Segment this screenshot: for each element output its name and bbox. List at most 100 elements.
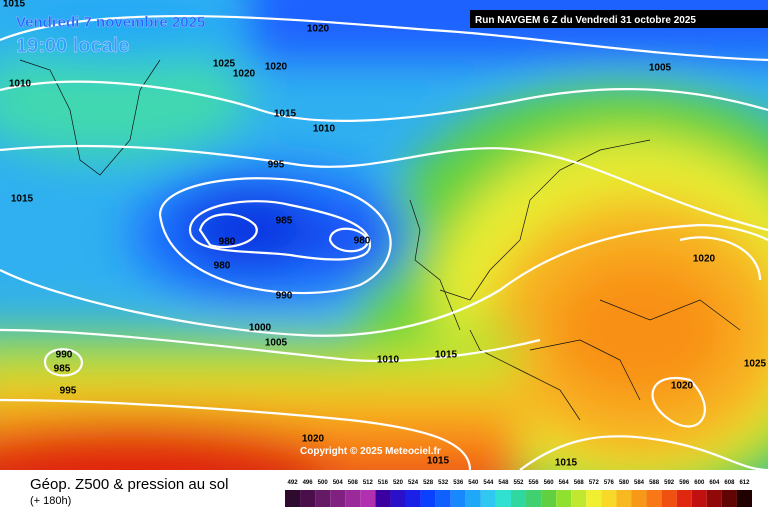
legend-value: 604 <box>709 480 720 486</box>
legend-value: 520 <box>393 480 404 486</box>
legend-value: 572 <box>589 480 600 486</box>
legend-swatch <box>571 490 587 507</box>
legend-value: 500 <box>318 480 329 486</box>
legend-value: 544 <box>483 480 494 486</box>
legend-title: Géop. Z500 & pression au sol <box>30 476 228 493</box>
isobar-label: 985 <box>54 364 71 375</box>
isobar-label: 1020 <box>302 434 325 445</box>
legend-swatch <box>405 490 421 507</box>
legend-swatch <box>420 490 436 507</box>
isobar-label: 1010 <box>377 355 400 366</box>
legend-swatch <box>495 490 511 507</box>
isobar-label: 1020 <box>671 381 694 392</box>
legend-value: 512 <box>363 480 374 486</box>
legend-swatch <box>315 490 331 507</box>
isobar-label: 1010 <box>313 124 336 135</box>
isobar-label: 995 <box>60 386 77 397</box>
run-info: Run NAVGEM 6 Z du Vendredi 31 octobre 20… <box>475 15 696 26</box>
isobar-label: 1020 <box>693 254 716 265</box>
legend-swatch <box>736 490 752 507</box>
isobar-label: 1015 <box>555 458 578 469</box>
legend-swatch <box>465 490 481 507</box>
legend-swatch <box>330 490 346 507</box>
isobar-label: 980 <box>214 261 231 272</box>
isobar-label: 1015 <box>435 350 458 361</box>
legend-swatch <box>631 490 647 507</box>
legend-swatch <box>375 490 391 507</box>
legend-swatch <box>556 490 572 507</box>
isobar-label: 990 <box>56 350 73 361</box>
isobar-label: 1015 <box>11 194 34 205</box>
legend-swatch <box>450 490 466 507</box>
legend-value: 600 <box>694 480 705 486</box>
isobar-label: 1020 <box>233 69 256 80</box>
legend-swatch <box>300 490 316 507</box>
isobar-label: 1005 <box>649 63 672 74</box>
legend-value: 548 <box>498 480 509 486</box>
forecast-date: Vendredi 7 novembre 2025 <box>16 14 205 31</box>
legend-swatch <box>285 490 301 507</box>
isobar-label: 1025 <box>744 359 767 370</box>
isobar-label: 1005 <box>265 338 288 349</box>
legend-swatch <box>510 490 527 507</box>
legend-value: 564 <box>559 480 570 486</box>
legend-swatch <box>541 490 557 507</box>
legend-value: 560 <box>544 480 555 486</box>
legend-value: 516 <box>378 480 389 486</box>
legend-value: 612 <box>739 480 750 486</box>
isobar-label: 995 <box>268 160 285 171</box>
legend-swatch <box>345 490 361 507</box>
isobar-label: 1010 <box>9 79 32 90</box>
legend-swatch <box>435 490 451 507</box>
isobar-label: 1025 <box>213 59 236 70</box>
legend-value: 596 <box>679 480 690 486</box>
legend-value: 588 <box>649 480 660 486</box>
copyright: Copyright © 2025 Meteociel.fr <box>300 446 441 457</box>
isobar-label: 985 <box>276 216 293 227</box>
legend-swatch <box>526 490 542 507</box>
legend-value: 556 <box>529 480 540 486</box>
legend-value: 528 <box>423 480 434 486</box>
isobar-label: 980 <box>219 237 236 248</box>
isobar-label: 1000 <box>249 323 272 334</box>
legend-swatch <box>601 490 617 507</box>
legend-value: 496 <box>303 480 314 486</box>
isobar-label: 1020 <box>307 24 330 35</box>
isobar-label: 980 <box>354 236 371 247</box>
legend-value: 580 <box>619 480 630 486</box>
legend-swatch <box>616 490 632 507</box>
legend-swatch <box>586 490 602 507</box>
legend-value: 492 <box>288 480 299 486</box>
isobar-label: 1015 <box>427 456 450 467</box>
forecast-time: 19:00 locale <box>16 35 129 57</box>
legend-value: 584 <box>634 480 645 486</box>
legend-value: 532 <box>438 480 449 486</box>
legend-swatch <box>691 490 707 507</box>
isobar-label: 990 <box>276 291 293 302</box>
legend-value: 576 <box>604 480 615 486</box>
legend-swatch <box>661 490 677 507</box>
legend-value: 540 <box>468 480 479 486</box>
legend-value: 536 <box>453 480 464 486</box>
legend-value: 568 <box>574 480 585 486</box>
legend-value: 524 <box>408 480 419 486</box>
legend-swatch <box>721 490 737 507</box>
legend-value: 592 <box>664 480 675 486</box>
isobar-label: 1020 <box>265 62 288 73</box>
isobar-label: 1015 <box>3 0 26 10</box>
legend-swatch <box>480 490 496 507</box>
legend-subtitle: (+ 180h) <box>30 495 71 507</box>
legend-swatch <box>676 490 692 507</box>
isobar-label: 1015 <box>274 109 297 120</box>
legend-value: 608 <box>724 480 735 486</box>
run-box <box>470 10 768 28</box>
legend-value: 508 <box>348 480 359 486</box>
legend-swatch <box>390 490 406 507</box>
legend-swatch <box>360 490 376 507</box>
legend-swatch <box>706 490 722 507</box>
legend-swatch <box>646 490 662 507</box>
legend-value: 504 <box>333 480 344 486</box>
legend-value: 552 <box>513 480 524 486</box>
